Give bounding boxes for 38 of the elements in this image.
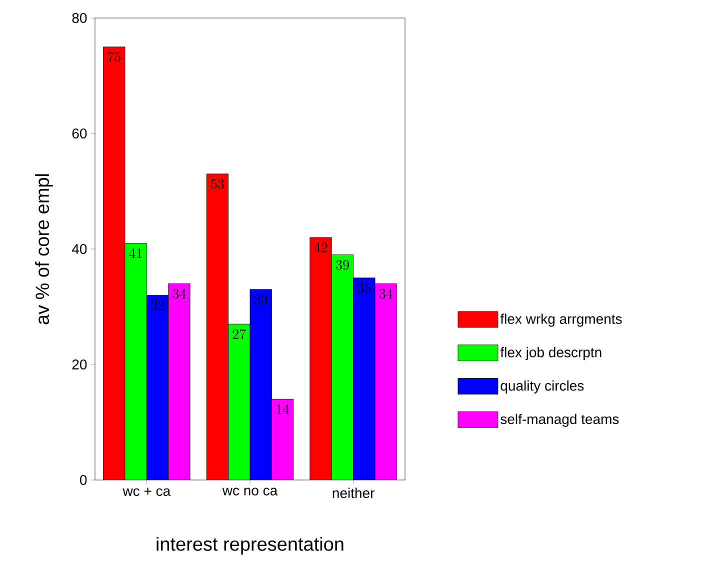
y-tick-label: 80 (72, 13, 87, 23)
bar (250, 289, 272, 480)
data-label: 41 (129, 248, 142, 258)
data-label: 32 (151, 300, 164, 310)
y-tick-label: 0 (80, 475, 87, 485)
y-tick-label: 60 (72, 128, 87, 138)
bar (331, 254, 354, 480)
data-label: 33 (254, 294, 268, 304)
data-label: 39 (336, 260, 349, 270)
data-label: 27 (232, 329, 246, 340)
data-label: 42 (314, 242, 328, 252)
bar (168, 284, 190, 480)
x-tick-label: neither (332, 488, 375, 498)
x-axis-title: interest representation (156, 536, 344, 555)
y-axis-title: av % of core empl (35, 174, 53, 324)
y-tick-label: 40 (72, 244, 87, 254)
bar (272, 399, 294, 480)
bar (103, 46, 125, 480)
bar (353, 278, 376, 480)
data-label: 35 (358, 283, 370, 293)
legend-label: flex wrkg arrgments (500, 314, 622, 327)
data-label: 75 (108, 52, 120, 62)
data-label: 14 (276, 404, 290, 414)
y-tick-label: 20 (72, 360, 87, 370)
bar (374, 283, 397, 480)
x-tick-label: wc + ca (122, 488, 171, 496)
x-tick-label: wc no ca (222, 488, 278, 496)
bar (228, 324, 250, 480)
bar (206, 174, 228, 480)
data-label: 53 (211, 179, 224, 189)
data-label: 34 (172, 288, 186, 299)
legend-label: quality circles (500, 380, 584, 394)
data-label: 34 (379, 288, 392, 299)
bar (124, 243, 147, 480)
bar (146, 295, 168, 480)
legend-label: self-managd teams (500, 414, 619, 427)
legend-label: flex job descrptn (500, 347, 602, 360)
bar (310, 237, 332, 480)
